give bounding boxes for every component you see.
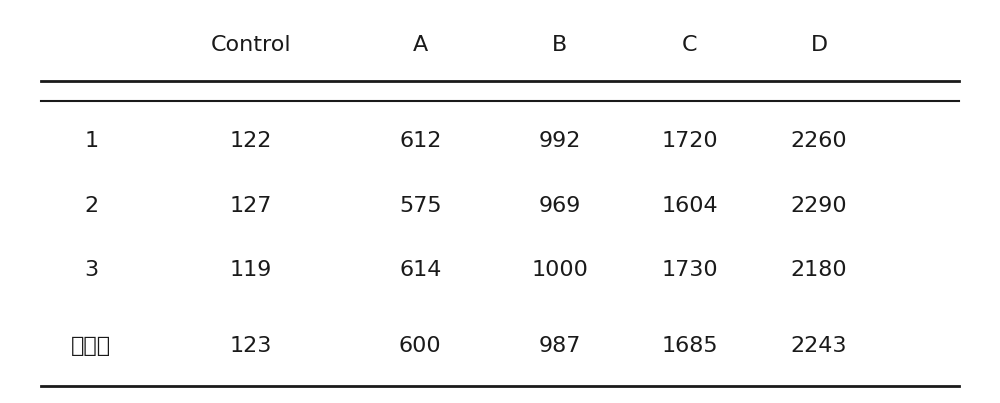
Text: 969: 969: [539, 195, 581, 216]
Text: 123: 123: [230, 336, 272, 355]
Text: 600: 600: [399, 336, 442, 355]
Text: 2260: 2260: [791, 131, 847, 152]
Text: 1720: 1720: [661, 131, 718, 152]
Text: 612: 612: [399, 131, 441, 152]
Text: 2243: 2243: [791, 336, 847, 355]
Text: 127: 127: [230, 195, 272, 216]
Text: 119: 119: [230, 260, 272, 280]
Text: 1604: 1604: [661, 195, 718, 216]
Text: 2: 2: [84, 195, 98, 216]
Text: 1685: 1685: [661, 336, 718, 355]
Text: 614: 614: [399, 260, 441, 280]
Text: A: A: [413, 35, 428, 56]
Text: 122: 122: [230, 131, 272, 152]
Text: Control: Control: [210, 35, 291, 56]
Text: 1000: 1000: [531, 260, 588, 280]
Text: D: D: [811, 35, 828, 56]
Text: 2290: 2290: [791, 195, 847, 216]
Text: 2180: 2180: [791, 260, 847, 280]
Text: B: B: [552, 35, 567, 56]
Text: 987: 987: [539, 336, 581, 355]
Text: C: C: [682, 35, 697, 56]
Text: 3: 3: [84, 260, 98, 280]
Text: 平均値: 平均値: [71, 336, 111, 355]
Text: 1730: 1730: [661, 260, 718, 280]
Text: 575: 575: [399, 195, 442, 216]
Text: 1: 1: [84, 131, 98, 152]
Text: 992: 992: [539, 131, 581, 152]
